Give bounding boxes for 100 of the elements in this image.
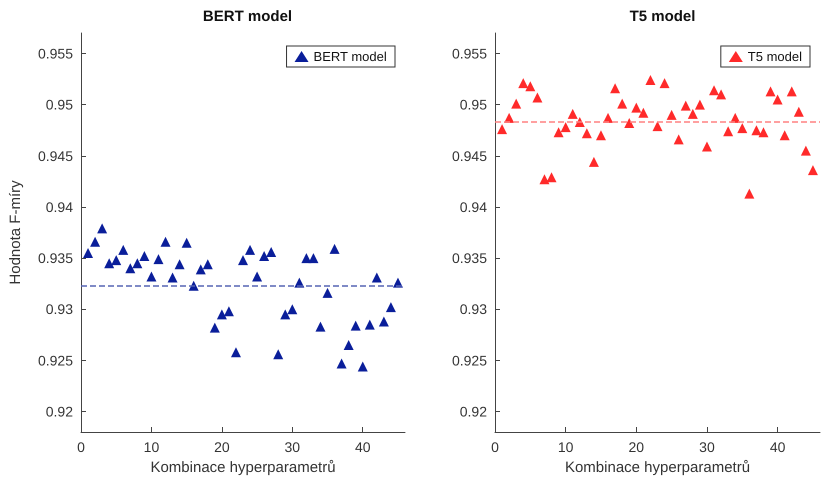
point: [202, 259, 213, 270]
point: [273, 349, 284, 360]
point: [554, 127, 564, 138]
point: [182, 238, 192, 248]
point: [674, 134, 684, 144]
y-tick-label: 0.95: [46, 96, 74, 113]
point: [287, 304, 298, 314]
point: [139, 251, 150, 262]
y-tick-label: 0.935: [452, 250, 488, 266]
point: [539, 174, 550, 184]
point: [694, 100, 705, 110]
point: [652, 121, 662, 132]
point: [174, 259, 185, 270]
point: [132, 258, 142, 268]
x-tick-label: 20: [628, 439, 644, 455]
point: [252, 271, 262, 282]
point: [596, 130, 606, 140]
point: [723, 126, 734, 136]
point: [688, 108, 698, 119]
point: [344, 340, 354, 350]
y-tick-label: 0.94: [46, 198, 74, 215]
point: [582, 128, 592, 138]
point: [358, 362, 368, 372]
point: [525, 81, 536, 92]
point: [518, 78, 528, 88]
point: [308, 253, 318, 264]
point: [196, 264, 206, 274]
x-tick-label: 10: [144, 439, 160, 455]
point: [666, 110, 677, 120]
point: [259, 251, 270, 262]
legend-label: T5 model: [748, 49, 802, 64]
point: [378, 316, 389, 327]
point: [568, 108, 578, 119]
point: [386, 302, 396, 312]
y-tick-label: 0.925: [452, 352, 488, 368]
point: [125, 263, 136, 274]
point: [118, 244, 128, 255]
point: [280, 309, 290, 320]
point: [610, 83, 620, 94]
point: [766, 86, 776, 96]
point: [111, 255, 122, 266]
point: [772, 94, 783, 104]
point: [336, 358, 347, 368]
point: [210, 322, 220, 333]
point: [709, 85, 720, 96]
point: [90, 236, 100, 247]
y-tick-label: 0.955: [38, 45, 74, 62]
point: [680, 100, 691, 111]
y-tick-label: 0.93: [46, 301, 74, 318]
x-axis-title: Kombinace hyperparametrů: [150, 459, 336, 476]
point: [266, 246, 276, 257]
point: [737, 123, 748, 134]
point: [497, 124, 508, 134]
point: [624, 118, 634, 128]
point: [97, 223, 108, 234]
point: [104, 258, 114, 268]
point: [758, 127, 768, 138]
x-tick-label: 30: [284, 439, 300, 455]
point: [617, 98, 628, 109]
x-tick-label: 10: [558, 439, 574, 455]
y-tick-label: 0.945: [38, 148, 74, 164]
point: [160, 236, 171, 247]
point: [146, 271, 156, 282]
y-tick-label: 0.945: [452, 148, 488, 164]
y-tick-label: 0.94: [460, 198, 488, 215]
y-tick-label: 0.93: [460, 301, 488, 318]
chart-title: BERT model: [202, 8, 292, 25]
point: [744, 188, 754, 199]
point: [315, 322, 326, 332]
x-tick-label: 30: [699, 439, 715, 455]
y-tick-label: 0.92: [460, 404, 488, 420]
point: [230, 347, 241, 358]
x-tick-label: 0: [491, 439, 500, 455]
point: [238, 255, 248, 266]
point: [588, 156, 599, 167]
point: [153, 254, 164, 264]
point: [83, 248, 94, 258]
point: [216, 309, 227, 320]
point: [780, 130, 790, 140]
point: [322, 288, 333, 298]
point: [224, 306, 234, 316]
y-tick-label: 0.935: [38, 250, 74, 266]
point: [560, 122, 571, 132]
point: [631, 102, 642, 113]
point: [168, 272, 178, 283]
point: [751, 125, 762, 136]
x-tick-label: 40: [770, 439, 786, 455]
point: [645, 75, 656, 86]
point: [546, 172, 557, 182]
x-axis-title: Kombinace hyperparametrů: [564, 459, 750, 476]
point: [638, 108, 648, 118]
point: [245, 244, 256, 255]
point: [702, 142, 712, 152]
y-tick-label: 0.925: [38, 352, 74, 368]
point: [364, 320, 375, 330]
x-tick-label: 40: [354, 439, 371, 455]
point: [532, 92, 542, 102]
point: [786, 86, 797, 96]
y-tick-label: 0.955: [452, 45, 488, 62]
point: [660, 78, 670, 88]
